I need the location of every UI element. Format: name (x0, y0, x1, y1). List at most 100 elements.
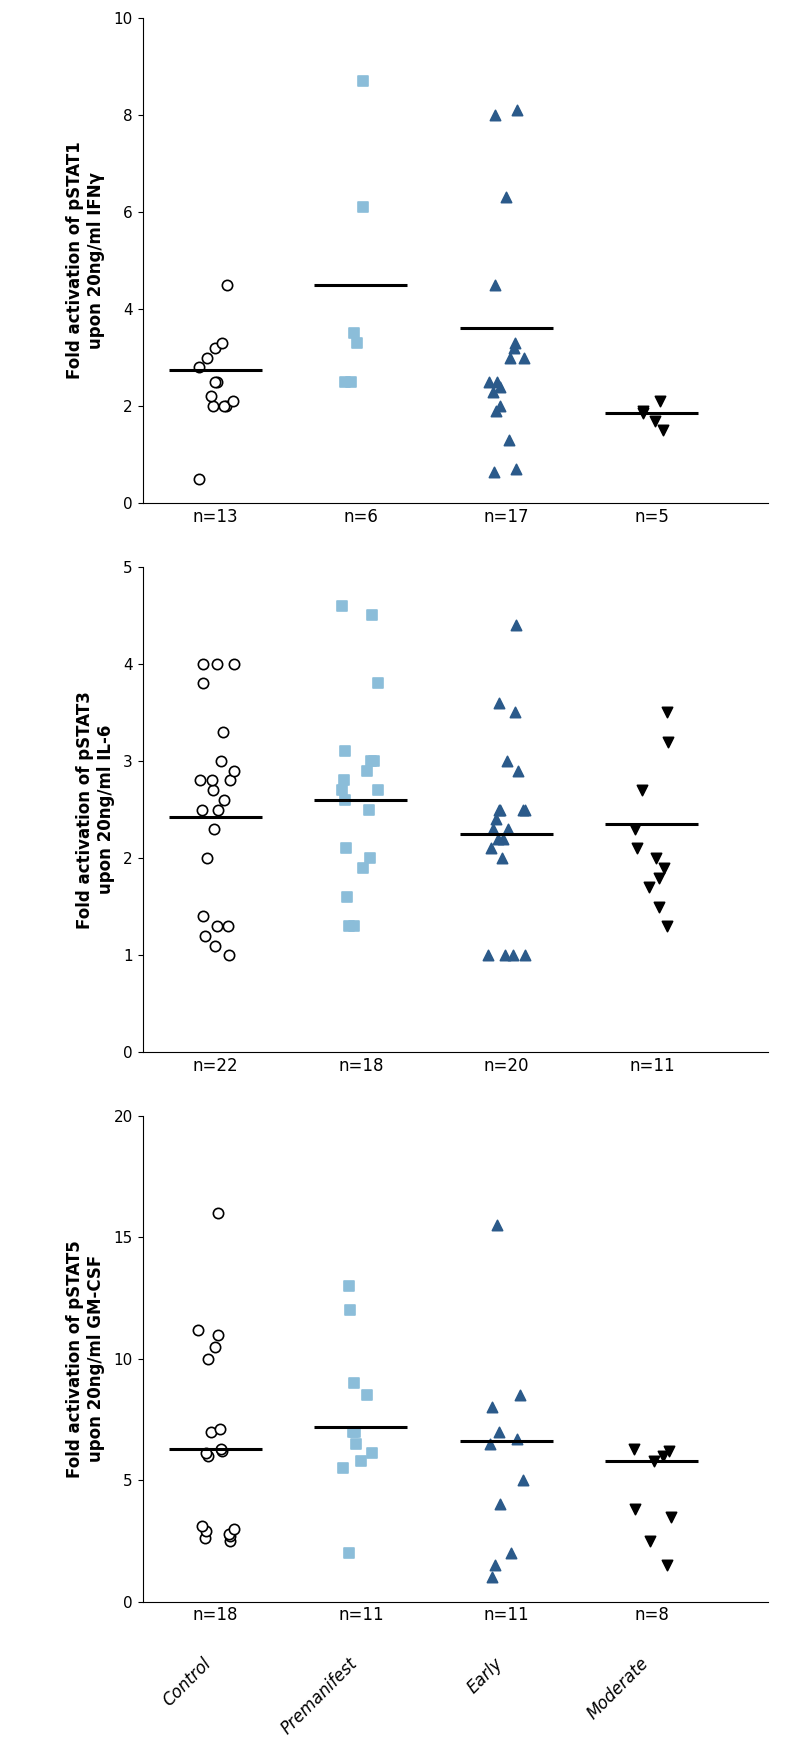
Point (220, 271, 233, 299)
Point (661, 1551, 673, 1579)
Point (497, 825, 510, 854)
Point (657, 1441, 670, 1470)
Point (222, 912, 234, 940)
Point (501, 746, 513, 774)
Point (357, 194, 370, 222)
Point (363, 796, 375, 824)
Point (485, 834, 497, 862)
Point (208, 815, 220, 843)
Point (495, 845, 508, 873)
Point (494, 1491, 507, 1519)
Point (207, 392, 219, 421)
Point (636, 776, 649, 804)
Point (505, 1538, 518, 1566)
Point (192, 1315, 204, 1343)
Point (202, 1441, 215, 1470)
Point (194, 766, 207, 794)
Point (342, 1272, 355, 1301)
Point (661, 912, 674, 940)
Point (482, 942, 494, 970)
Point (493, 796, 505, 824)
Point (361, 1382, 374, 1410)
Point (193, 465, 206, 493)
Point (205, 1417, 218, 1445)
Point (629, 1496, 642, 1524)
Point (219, 392, 232, 421)
Point (224, 766, 237, 794)
Point (489, 1551, 501, 1579)
Point (348, 912, 360, 940)
Point (211, 649, 223, 678)
Point (637, 400, 649, 428)
Point (487, 458, 500, 486)
Point (493, 688, 505, 716)
Point (653, 892, 665, 920)
Y-axis label: Fold activation of pSTAT3
upon 20ng/ml IL-6: Fold activation of pSTAT3 upon 20ng/ml I… (76, 690, 115, 929)
Point (227, 387, 240, 415)
Point (487, 377, 500, 405)
Point (228, 649, 241, 678)
Point (199, 1524, 211, 1552)
Point (204, 382, 217, 410)
Point (649, 845, 662, 873)
Point (511, 95, 524, 123)
Y-axis label: Fold activation of pSTAT1
upon 20ng/ml IFNγ: Fold activation of pSTAT1 upon 20ng/ml I… (67, 141, 105, 380)
Point (489, 396, 502, 424)
Point (209, 931, 222, 959)
Point (486, 815, 499, 843)
Point (339, 368, 352, 396)
Point (642, 873, 655, 901)
Point (367, 746, 380, 774)
Point (349, 1429, 362, 1457)
Point (366, 1440, 379, 1468)
Point (485, 1563, 498, 1591)
Point (662, 727, 675, 755)
Point (643, 1528, 656, 1556)
Point (339, 785, 352, 813)
Point (200, 1517, 212, 1545)
Point (490, 806, 503, 834)
Point (513, 1382, 526, 1410)
Point (354, 1447, 367, 1475)
Point (213, 1415, 226, 1443)
Point (211, 368, 223, 396)
Point (356, 67, 369, 95)
Point (653, 387, 666, 415)
Point (512, 757, 524, 785)
Point (372, 776, 385, 804)
Point (498, 942, 511, 970)
Point (664, 1503, 677, 1531)
Point (201, 845, 214, 873)
Point (502, 815, 515, 843)
Point (227, 757, 240, 785)
Point (494, 373, 507, 401)
Point (347, 1417, 360, 1445)
Point (366, 602, 379, 630)
Point (196, 796, 208, 824)
Point (212, 796, 225, 824)
Point (192, 354, 205, 382)
Point (337, 766, 350, 794)
Point (212, 1320, 225, 1348)
Point (649, 407, 661, 435)
Point (223, 1522, 236, 1551)
Point (340, 834, 352, 862)
Point (339, 737, 352, 766)
Point (485, 1394, 498, 1422)
Point (508, 334, 520, 363)
Point (227, 1515, 240, 1544)
Point (351, 329, 364, 357)
Point (341, 884, 353, 912)
Point (491, 825, 504, 854)
Point (224, 1528, 237, 1556)
Point (342, 1538, 355, 1566)
Point (215, 1436, 228, 1464)
Point (483, 1429, 496, 1457)
Point (511, 1426, 524, 1454)
Point (364, 746, 377, 774)
Point (489, 100, 501, 128)
Point (196, 903, 209, 931)
Point (658, 854, 671, 882)
Point (199, 922, 211, 950)
Point (337, 1454, 349, 1482)
